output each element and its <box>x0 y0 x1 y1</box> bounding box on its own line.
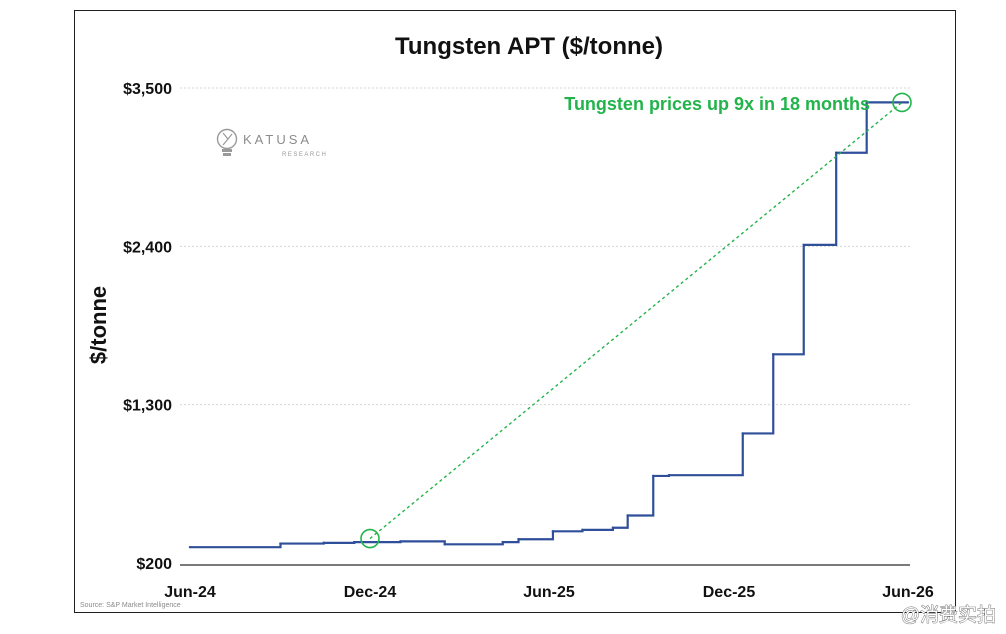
chart-title: Tungsten APT ($/tonne) <box>395 33 663 60</box>
y-tick-label: $1,300 <box>123 398 172 415</box>
lightbulb-icon <box>216 128 238 156</box>
chart-frame <box>74 10 956 613</box>
katusa-logo: KATUSA RESEARCH <box>216 128 327 158</box>
data-point <box>865 101 868 104</box>
x-tick-label: Dec-24 <box>344 584 397 601</box>
data-point <box>652 474 655 478</box>
data-point <box>517 538 520 541</box>
data-point <box>772 353 775 356</box>
grid-lines <box>180 87 910 406</box>
data-point <box>667 473 671 477</box>
annotation-end-marker <box>892 92 912 113</box>
data-point <box>443 543 446 546</box>
x-tick-label: Jun-26 <box>882 584 934 601</box>
data-point <box>581 528 584 532</box>
data-point <box>802 243 805 247</box>
annotation-trend-line <box>369 101 903 540</box>
y-axis-ticks: $200 $1,300 $2,400 $3,500 <box>123 81 172 573</box>
y-tick-label: $200 <box>136 556 172 573</box>
logo-name: KATUSA <box>243 132 312 147</box>
data-point <box>551 530 555 533</box>
y-axis-label: $/tonne <box>86 286 111 364</box>
data-point <box>626 514 629 517</box>
price-series <box>188 101 910 549</box>
data-point <box>741 432 744 435</box>
annotation: Tungsten prices up 9x in 18 months <box>360 92 912 549</box>
data-point <box>322 541 325 545</box>
logo-subtitle: RESEARCH <box>282 152 327 158</box>
data-point <box>353 540 356 544</box>
data-point <box>835 151 838 154</box>
data-point <box>399 540 402 543</box>
x-tick-label: Jun-24 <box>164 584 216 601</box>
data-point <box>611 526 615 529</box>
annotation-start-marker <box>360 528 380 549</box>
x-tick-label: Dec-25 <box>703 584 756 601</box>
y-tick-label: $3,500 <box>123 81 172 98</box>
data-point <box>279 542 282 545</box>
source-note: Source: S&P Market Intelligence <box>80 602 181 609</box>
data-point <box>906 101 910 104</box>
watermark: @消费实拍 <box>901 604 996 626</box>
series-line <box>190 101 908 549</box>
data-point <box>501 540 504 544</box>
x-axis-ticks: Jun-24 Dec-24 Jun-25 Dec-25 Jun-26 <box>164 584 934 601</box>
annotation-text: Tungsten prices up 9x in 18 months <box>564 94 870 114</box>
y-tick-label: $2,400 <box>123 239 172 256</box>
x-tick-label: Jun-25 <box>523 584 575 601</box>
data-point <box>188 545 192 549</box>
